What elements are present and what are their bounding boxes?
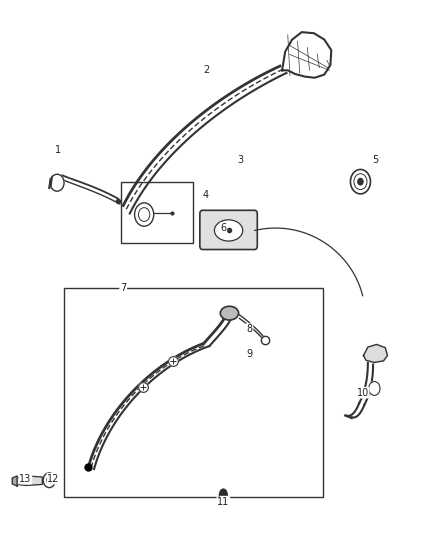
Text: 5: 5 (373, 156, 379, 165)
Circle shape (134, 203, 154, 226)
Circle shape (358, 179, 363, 185)
Circle shape (47, 477, 52, 483)
Polygon shape (282, 32, 331, 78)
Text: 3: 3 (238, 156, 244, 165)
Text: 2: 2 (203, 66, 209, 75)
Circle shape (350, 169, 371, 194)
Text: 8: 8 (247, 324, 253, 334)
Bar (64, 288, 323, 497)
Text: 13: 13 (19, 474, 32, 483)
Text: 4: 4 (203, 190, 209, 200)
Text: 11: 11 (217, 497, 230, 507)
Text: 1: 1 (55, 145, 61, 155)
Circle shape (43, 473, 55, 488)
Ellipse shape (220, 306, 239, 320)
Text: 9: 9 (247, 349, 253, 359)
Polygon shape (12, 476, 17, 486)
Text: 10: 10 (357, 387, 369, 398)
Ellipse shape (219, 489, 227, 502)
Text: 7: 7 (120, 282, 127, 293)
FancyBboxPatch shape (200, 211, 257, 249)
Ellipse shape (215, 220, 243, 241)
Circle shape (50, 174, 64, 191)
Text: 12: 12 (47, 474, 60, 483)
Polygon shape (364, 344, 388, 362)
Polygon shape (17, 476, 42, 486)
Circle shape (369, 382, 380, 395)
Bar (121, 182, 193, 243)
Text: 6: 6 (220, 223, 226, 233)
